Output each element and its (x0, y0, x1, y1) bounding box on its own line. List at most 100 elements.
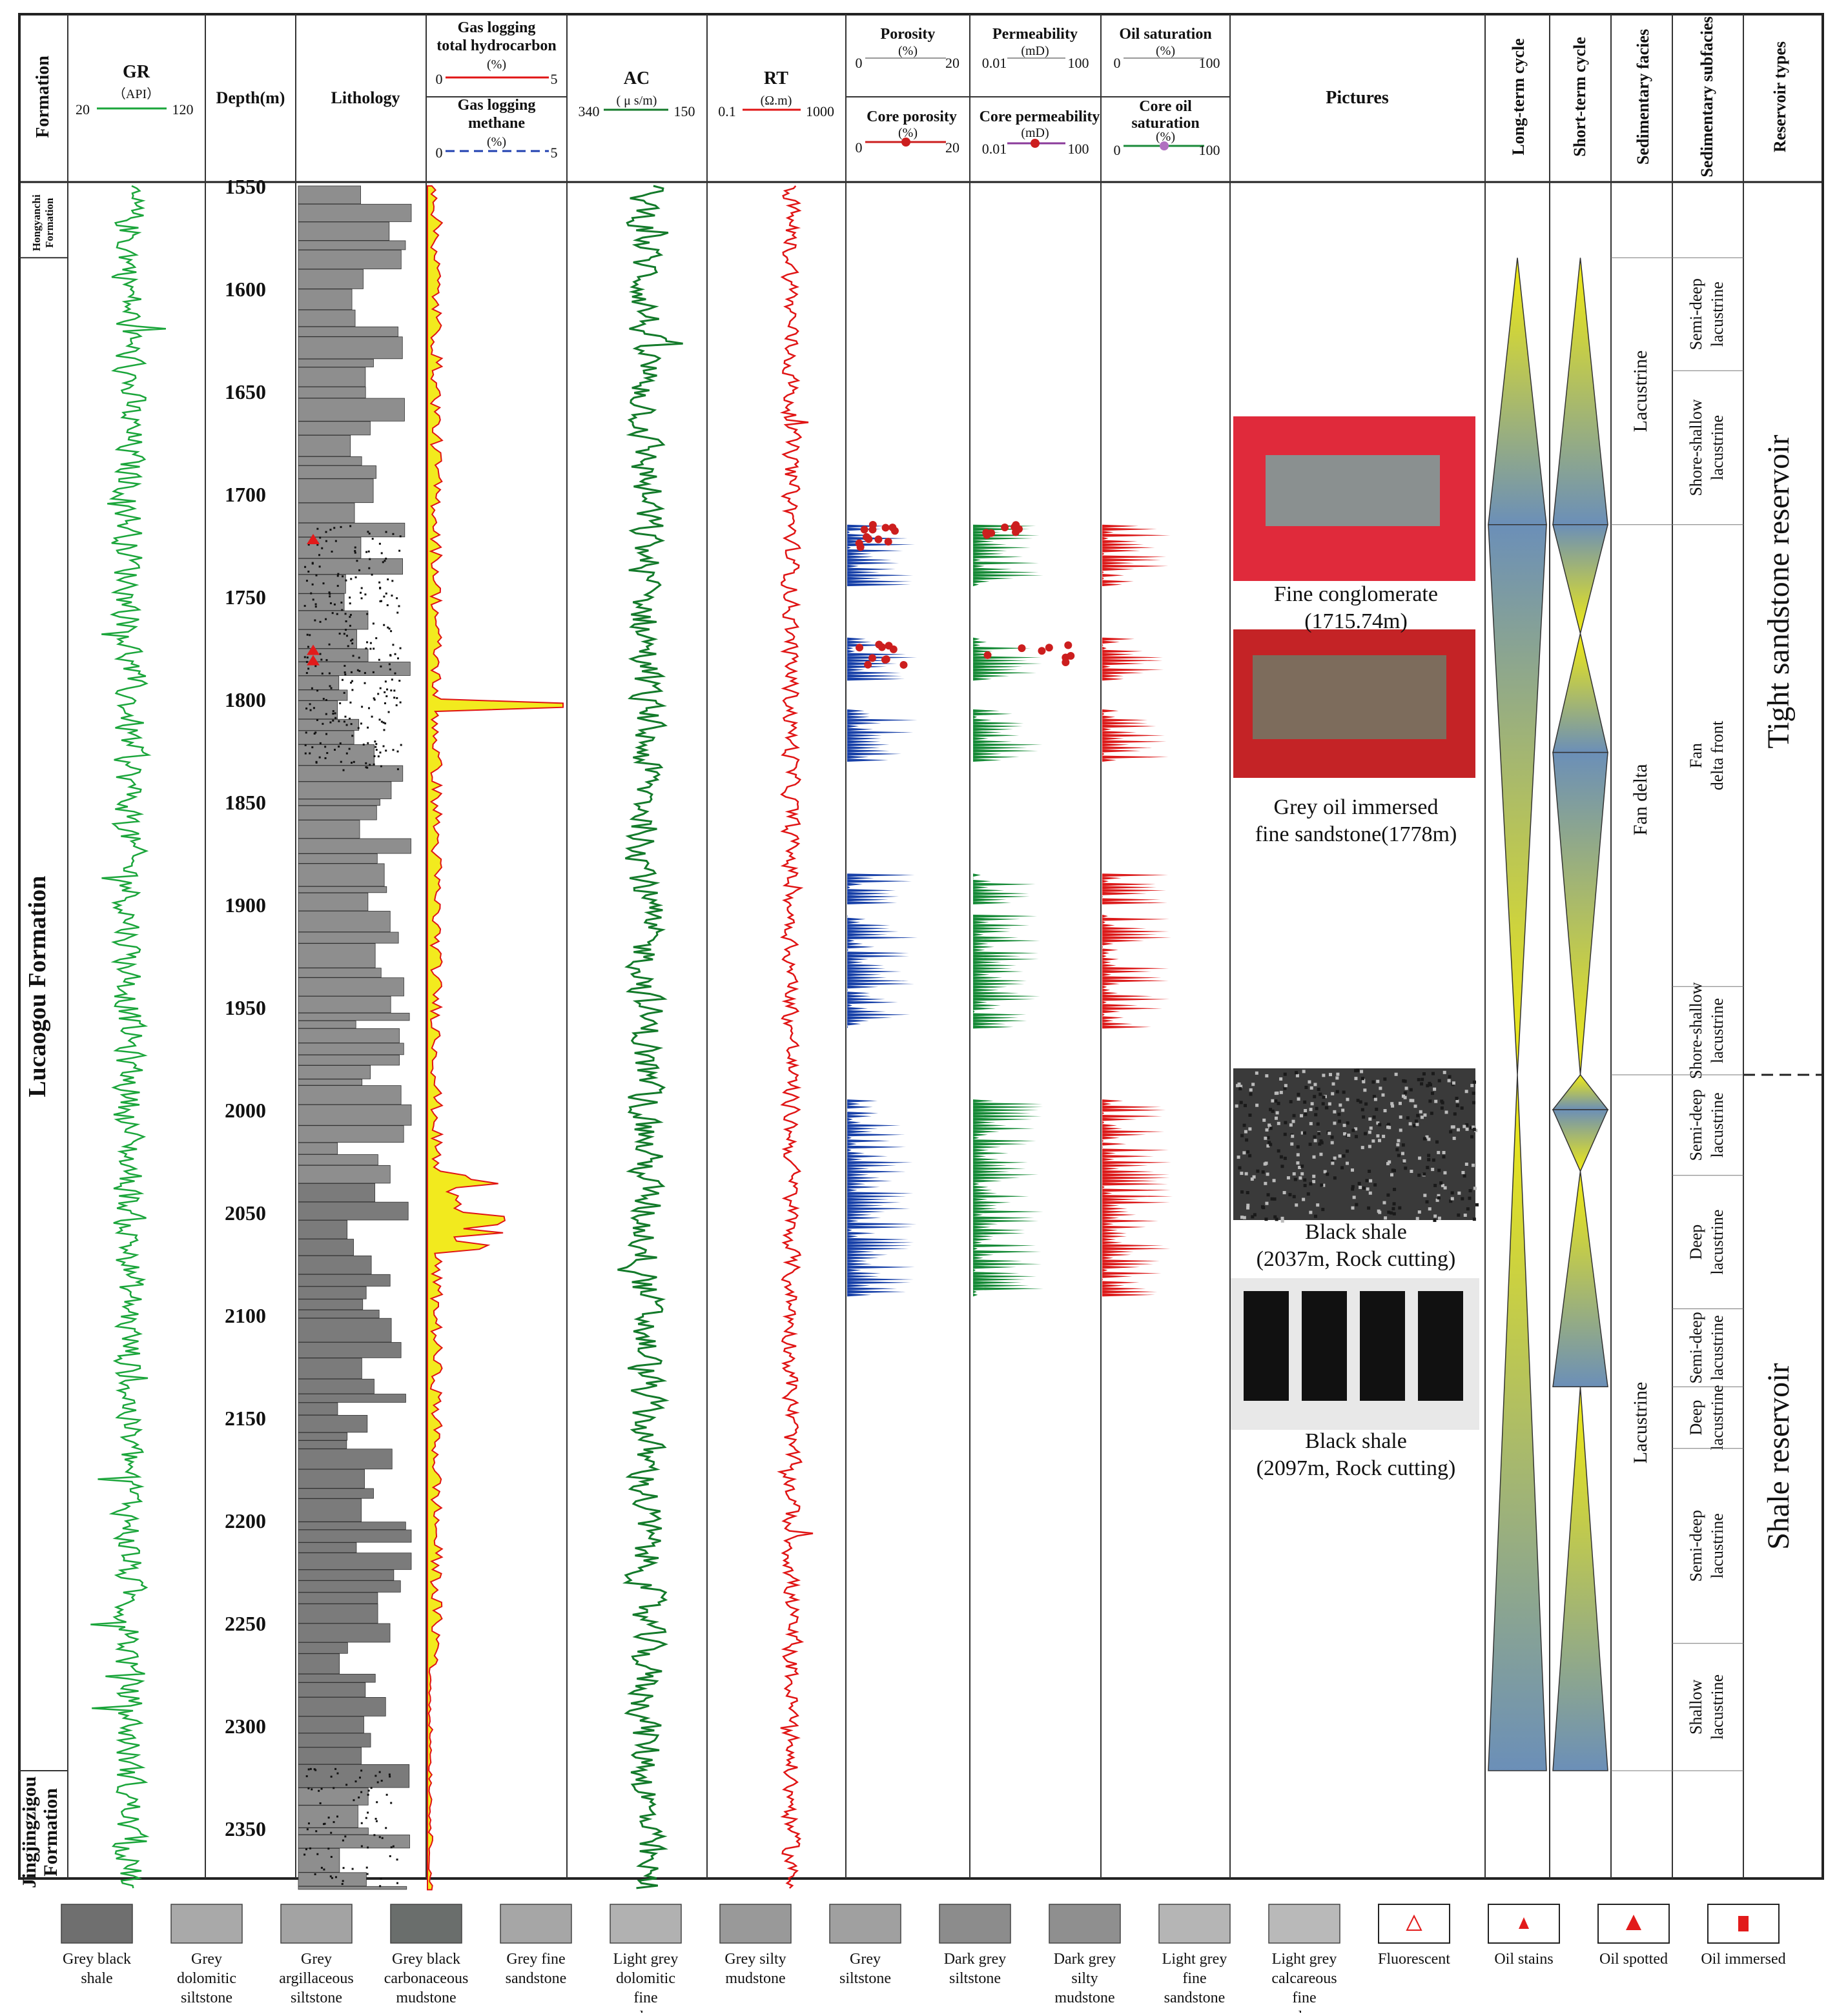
picture-caption-2-line1: Grey oil immersed (1220, 794, 1492, 821)
gas-total-min: 0 (436, 71, 443, 87)
lithology-dot (354, 552, 356, 554)
cutting-grain (1405, 1086, 1408, 1090)
cutting-grain (1273, 1197, 1277, 1201)
lithology-bed (298, 932, 398, 943)
cutting-grain (1359, 1186, 1362, 1189)
cutting-grain (1393, 1212, 1396, 1216)
lithology-bed (298, 241, 405, 250)
lithology-dot (380, 765, 382, 767)
lithology-bed (298, 1697, 385, 1716)
oil-sat-spike (1102, 525, 1138, 528)
porosity-spike (847, 1241, 914, 1245)
oil-sat-spike (1102, 1106, 1161, 1109)
permeability-spike (973, 895, 1030, 899)
permeability-spike (973, 1007, 996, 1010)
lithology-bed (298, 799, 380, 806)
cutting-grain (1238, 1083, 1241, 1086)
cutting-grain (1402, 1095, 1405, 1098)
oil-sat-spike (1102, 1287, 1145, 1290)
cutting-grain (1295, 1203, 1298, 1207)
cutting-grain (1415, 1123, 1419, 1126)
oil-sat-min: 0 (1114, 55, 1121, 71)
lithology-dot (383, 745, 385, 747)
lithology-dot (378, 755, 380, 757)
lithology-dot (392, 533, 394, 535)
lithology-dot (369, 764, 371, 766)
oil-sat-spike (1102, 1118, 1137, 1121)
lithology-dot (335, 540, 337, 542)
lithology-dot (390, 1802, 392, 1804)
porosity-spike (847, 1256, 879, 1259)
lithology-bed (298, 1873, 366, 1886)
lithology-dot (391, 1846, 393, 1848)
lithology-dot (314, 731, 316, 733)
permeability-spike (973, 1143, 1027, 1146)
permeability-spike (973, 1134, 988, 1137)
depth-tick-2250: 2250 (225, 1612, 266, 1635)
oil-sat-spike (1102, 1241, 1122, 1245)
cutting-grain (1302, 1070, 1306, 1073)
cutting-grain (1431, 1168, 1434, 1171)
oil-sat-spike (1102, 675, 1124, 678)
lithology-dot (309, 703, 311, 705)
cutting-grain (1262, 1119, 1266, 1122)
short-term-cycle-5 (1553, 1075, 1608, 1110)
lithology-bed (298, 911, 390, 932)
cutting-grain (1422, 1172, 1426, 1176)
permeability-spike (973, 1127, 1034, 1130)
cutting-grain (1248, 1114, 1251, 1117)
porosity-spike (847, 1259, 867, 1263)
lithology-dot (391, 595, 393, 596)
oil-sat-spike (1102, 638, 1134, 641)
lithology-dot (363, 744, 365, 746)
lithology-bed (298, 558, 403, 574)
oil-sat-spike (1102, 737, 1124, 740)
lithology-bed (298, 1848, 340, 1872)
subfacies-label-4-a: Semi-deep (1687, 1089, 1705, 1161)
lithology-dot (352, 1868, 354, 1870)
porosity-title: Porosity (881, 26, 936, 43)
porosity-spike (847, 1121, 861, 1124)
short-term-cycle-3 (1553, 633, 1608, 752)
legend-label-2-2: siltstone (291, 1990, 342, 2006)
permeability-spike (973, 1223, 998, 1226)
oil-sat-spike (1102, 892, 1147, 895)
oil-sat-spike (1102, 955, 1107, 958)
cutting-grain (1331, 1161, 1334, 1165)
core-oil-sat-min: 0 (1114, 142, 1121, 158)
cutting-grain (1337, 1113, 1340, 1116)
depth-tick-2350: 2350 (225, 1817, 266, 1840)
oil-sat-spike (1102, 558, 1161, 562)
lithology-dot (389, 1855, 391, 1857)
oil-sat-spike (1102, 948, 1118, 952)
subfacies-label-0-b: lacustrine (1708, 281, 1727, 347)
porosity-spike (847, 662, 897, 666)
legend-label-2-0: Grey (301, 1951, 332, 1968)
legend-label-3-0: Grey black (392, 1951, 460, 1968)
lithology-dot (383, 729, 385, 731)
lithology-bed (298, 1403, 338, 1415)
porosity-spike (847, 583, 910, 586)
porosity-max: 20 (945, 55, 960, 71)
permeability-spike (973, 1254, 994, 1257)
lithology-bed (298, 1522, 405, 1530)
lithology-bed (298, 337, 402, 359)
lithology-dot (307, 634, 309, 636)
lithology-dot (351, 689, 353, 691)
oil-sat-spike (1102, 1256, 1113, 1259)
gas-methane-title1: Gas logging (458, 97, 536, 114)
legend-label-9-0: Dark grey (1054, 1951, 1116, 1968)
lithology-dot (400, 702, 402, 704)
lithology-dot (384, 702, 386, 704)
core-porosity-point (863, 533, 870, 541)
oil-sat-spike (1102, 964, 1116, 967)
permeability-spike (973, 728, 1013, 731)
lithology-dot (384, 722, 386, 724)
cutting-grain (1365, 1179, 1368, 1182)
lithology-bed (298, 1028, 400, 1043)
oil-sat-spike (1102, 1004, 1138, 1007)
lithology-dot (321, 1788, 323, 1790)
lithology-dot (332, 720, 334, 722)
cutting-grain (1409, 1122, 1412, 1125)
oil-sat-spike (1102, 1284, 1124, 1287)
